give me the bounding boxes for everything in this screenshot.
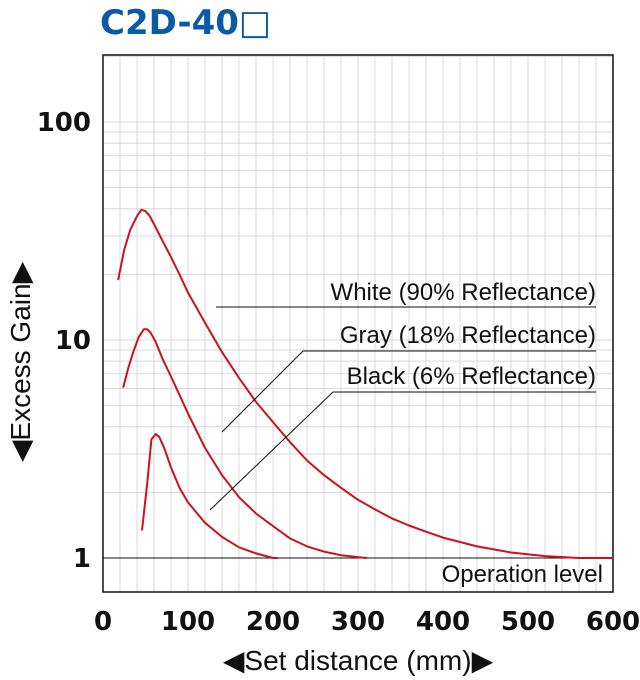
y-tick-label: 1 [73,544,91,574]
series-line-3 [141,433,279,559]
series-line-1 [117,208,614,559]
white-series-label: White (90% Reflectance) [331,279,596,306]
chart-title: C2D-40□ [100,3,271,43]
y-tick-label: 10 [55,326,91,356]
tick-labels: 0 100 200 300 400 500 600 1 10 100 [37,108,640,637]
grid [103,55,613,592]
x-tick-label: 100 [161,607,215,637]
black-leader-line [209,391,596,511]
black-series-label: Black (6% Reflectance) [347,363,596,390]
x-tick-label: 0 [94,607,112,637]
operation-level-label: Operation level [442,561,603,588]
series-group [117,208,614,559]
y-axis-label: ◀Excess Gain▶ [5,261,36,462]
gray-series-label: Gray (18% Reflectance) [340,322,596,349]
x-tick-label: 600 [586,607,640,637]
x-tick-label: 400 [416,607,470,637]
x-axis-label: ◀Set distance (mm)▶ [223,645,494,676]
y-tick-label: 100 [37,108,91,138]
x-tick-label: 200 [246,607,300,637]
series-line-2 [122,328,368,559]
gray-leader-line [221,350,596,433]
plot-frame [102,54,614,593]
x-tick-label: 300 [331,607,385,637]
x-tick-label: 500 [501,607,555,637]
